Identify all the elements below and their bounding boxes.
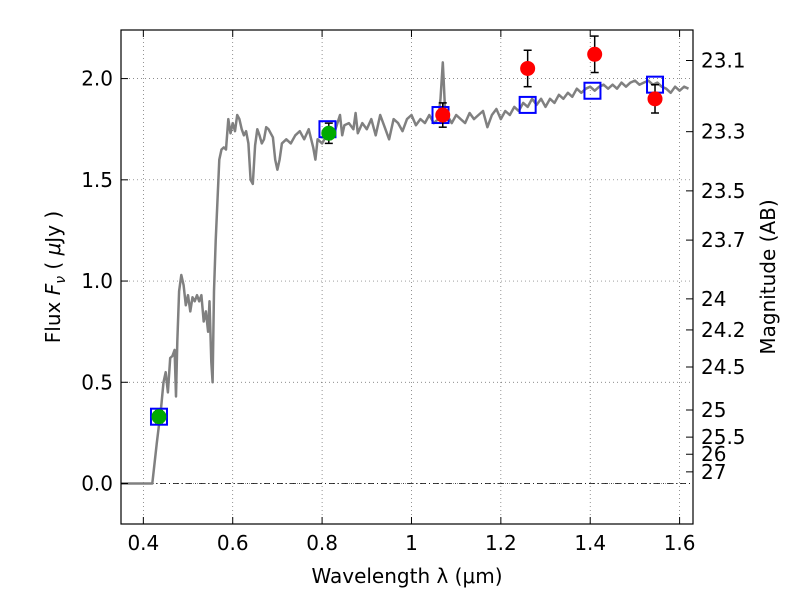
x-axis-title: Wavelength λ (μm) <box>311 564 502 588</box>
x-tick-label: 0.4 <box>127 531 159 555</box>
right-axis-title: Magnitude (AB) <box>756 199 780 354</box>
right-tick-label: 24.2 <box>701 318 746 342</box>
grid <box>121 30 693 524</box>
model-photometry-point <box>583 81 602 100</box>
spectrum-line <box>121 61 690 485</box>
right-tick-label: 25.5 <box>701 425 746 449</box>
model-photometry-point <box>518 95 537 114</box>
y-axis-title-part: ν <box>53 276 69 284</box>
observed-red-point <box>435 107 451 123</box>
right-tick-label: 27 <box>701 460 726 484</box>
axis-ticks: 0.4 0.6 0.8 1 1.2 1.4 1.6 0.0 0.5 1.0 1.5 2.0 23.1 23… <box>81 30 746 555</box>
x-tick-label: 1.2 <box>485 531 517 555</box>
x-tick-label: 1.4 <box>574 531 606 555</box>
y-axis-title-part: ( <box>41 255 65 276</box>
y-axis-title: Flux Fν ( μJy ) <box>41 211 69 343</box>
y-axis-title-part: μ <box>41 243 65 257</box>
plot-frame <box>120 29 694 525</box>
observed-green-point <box>151 409 167 425</box>
observed-green-point <box>321 125 337 141</box>
observed-red-point <box>647 91 663 107</box>
right-tick-label: 26 <box>701 442 726 466</box>
x-tick-label: 0.6 <box>217 531 249 555</box>
y-tick-label: 2.0 <box>81 67 113 91</box>
right-tick-label: 24.5 <box>701 355 746 379</box>
y-tick-label: 0.0 <box>81 472 113 496</box>
model-spectrum <box>121 61 690 485</box>
x-tick-label: 1.6 <box>664 531 696 555</box>
y-axis-title-part: Jy ) <box>41 211 65 245</box>
y-axis-title-part: Flux <box>41 295 65 343</box>
right-tick-label: 23.3 <box>701 120 746 144</box>
y-tick-label: 0.5 <box>81 370 113 394</box>
model-photometry-point <box>149 407 168 426</box>
x-tick-label: 0.8 <box>306 531 338 555</box>
right-tick-label: 25 <box>701 398 726 422</box>
right-tick-label: 23.7 <box>701 228 746 252</box>
observed-red-point <box>520 60 536 76</box>
observed-points <box>151 35 663 425</box>
observed-red-point <box>587 46 603 62</box>
right-tick-label: 24 <box>701 287 726 311</box>
y-tick-label: 1.5 <box>81 168 113 192</box>
x-tick-label: 1 <box>405 531 418 555</box>
y-axis-title-part: F <box>41 283 65 295</box>
right-tick-label: 23.1 <box>701 49 746 73</box>
right-tick-label: 23.5 <box>701 179 746 203</box>
y-tick-label: 1.0 <box>81 269 113 293</box>
